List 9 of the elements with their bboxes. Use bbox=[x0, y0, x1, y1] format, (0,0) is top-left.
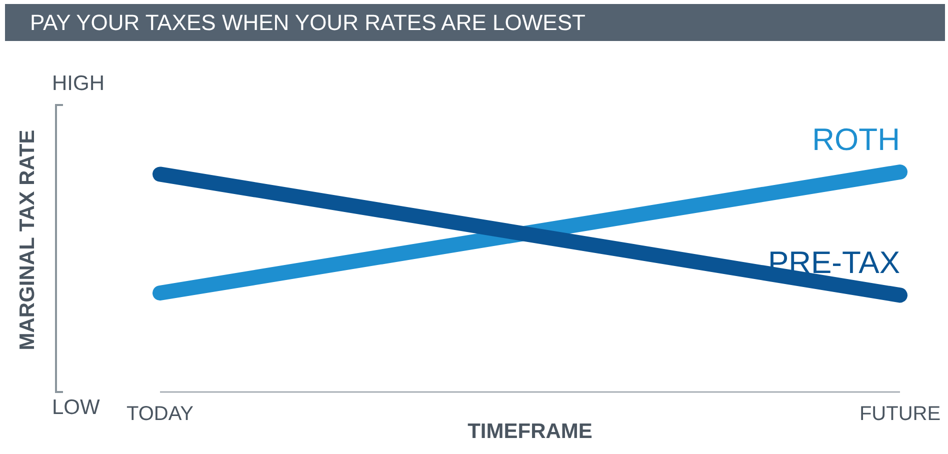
chart-title: PAY YOUR TAXES WHEN YOUR RATES ARE LOWEST bbox=[5, 4, 945, 41]
text: HIGH bbox=[52, 72, 104, 96]
y-axis-title: MARGINAL TAX RATE bbox=[16, 130, 40, 350]
text: LOW bbox=[52, 396, 100, 420]
x-tick-label: TODAY bbox=[126, 403, 194, 425]
x-axis-title: TIMEFRAME bbox=[468, 420, 592, 443]
x-tick-label: FUTURE bbox=[859, 403, 941, 425]
series-label: ROTH bbox=[812, 122, 900, 157]
series-label: PRE-TAX bbox=[768, 245, 900, 280]
